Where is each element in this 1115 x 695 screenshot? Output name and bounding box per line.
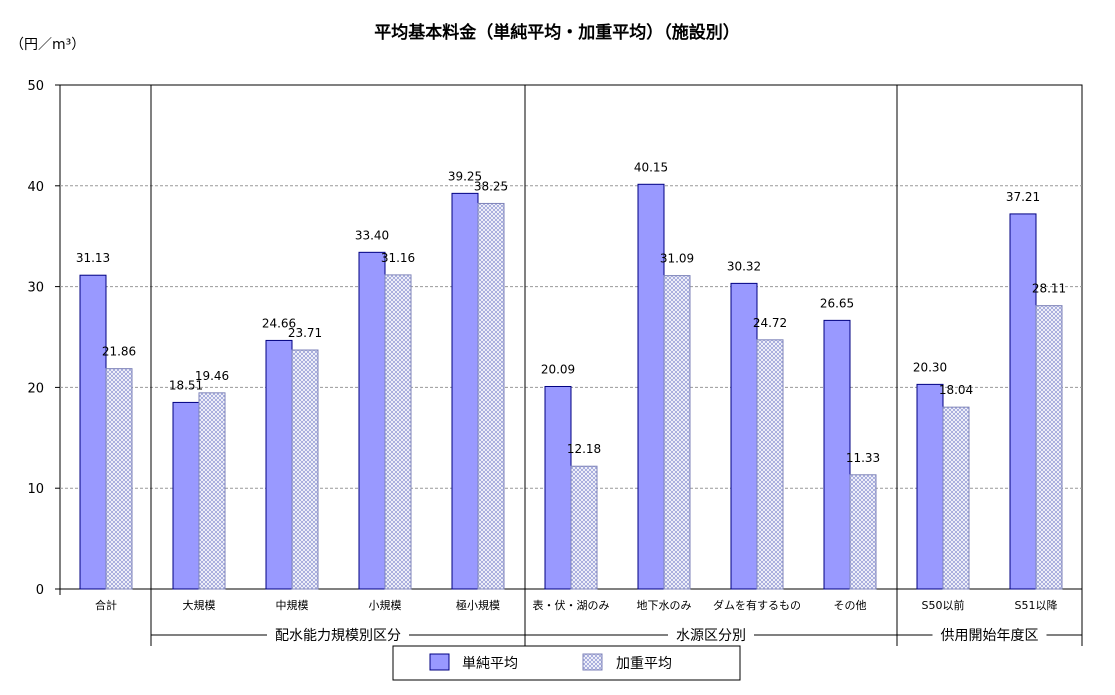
- bar-single-5: [451, 192, 479, 590]
- value-label-single-7: 40.15: [634, 160, 668, 174]
- value-label-weighted-9: 11.33: [846, 451, 880, 465]
- bar-single-6: [544, 385, 572, 590]
- x-category-label-2: 大規模: [183, 598, 216, 612]
- bar-weighted-2: [198, 392, 226, 590]
- bar-single-3: [265, 339, 293, 590]
- bar-single-4: [358, 251, 386, 590]
- bar-single-8: [730, 282, 758, 590]
- bar-weighted-8: [756, 339, 784, 590]
- group-label-3: 供用開始年度区: [941, 628, 1039, 644]
- bar-weighted-4: [384, 274, 412, 590]
- bar-single-2: [172, 401, 200, 590]
- value-label-single-10: 20.30: [913, 360, 947, 374]
- x-category-label-8: ダムを有するもの: [713, 598, 801, 612]
- legend-label-weighted: 加重平均: [616, 656, 672, 672]
- value-label-single-9: 26.65: [820, 296, 854, 310]
- group-label-1: 配水能力規模別区分: [275, 628, 401, 644]
- bar-weighted-6: [570, 465, 598, 590]
- value-label-weighted-1: 21.86: [102, 345, 136, 359]
- y-tick-label: 20: [27, 381, 44, 396]
- x-category-label-6: 表・伏・湖のみ: [533, 598, 610, 612]
- x-category-label-4: 小規模: [369, 598, 402, 612]
- x-category-label-10: S50以前: [922, 598, 965, 612]
- y-axis-unit: （円／m³）: [10, 37, 85, 53]
- legend: 単純平均 加重平均: [392, 645, 741, 681]
- legend-label-single: 単純平均: [462, 656, 518, 672]
- bar-single-10: [916, 383, 944, 590]
- x-category-label-1: 合計: [95, 598, 117, 612]
- x-category-label-9: その他: [834, 599, 867, 612]
- bar-weighted-7: [663, 275, 691, 590]
- bar-weighted-11: [1035, 305, 1063, 590]
- legend-box: [392, 645, 741, 681]
- bar-single-7: [637, 183, 665, 590]
- value-label-single-2: 18.51: [169, 378, 203, 392]
- value-label-weighted-6: 12.18: [567, 442, 601, 456]
- y-tick-label: 30: [27, 281, 44, 296]
- value-label-weighted-10: 18.04: [939, 383, 973, 397]
- x-category-label-11: S51以降: [1015, 598, 1058, 612]
- y-tick-label: 50: [27, 79, 44, 94]
- y-tick-label: 0: [36, 583, 44, 598]
- value-label-weighted-3: 23.71: [288, 326, 322, 340]
- value-label-single-4: 33.40: [355, 228, 389, 242]
- value-label-weighted-7: 31.09: [660, 252, 694, 266]
- value-label-single-6: 20.09: [541, 362, 575, 376]
- value-label-weighted-2: 19.46: [195, 369, 229, 383]
- value-label-single-1: 31.13: [76, 251, 110, 265]
- bar-weighted-5: [477, 202, 505, 590]
- value-label-weighted-11: 28.11: [1032, 282, 1066, 296]
- bar-weighted-1: [105, 368, 133, 590]
- bar-weighted-9: [849, 474, 877, 590]
- value-label-single-8: 30.32: [727, 259, 761, 273]
- legend-swatch-single: [429, 653, 450, 671]
- legend-swatch-weighted: [582, 653, 603, 671]
- bar-weighted-10: [942, 406, 970, 590]
- bar-single-11: [1009, 213, 1037, 590]
- value-label-weighted-4: 31.16: [381, 251, 415, 265]
- value-label-single-11: 37.21: [1006, 190, 1040, 204]
- value-label-weighted-8: 24.72: [753, 316, 787, 330]
- value-label-single-3: 24.66: [262, 316, 296, 330]
- group-label-2: 水源区分別: [676, 628, 746, 644]
- x-category-label-3: 中規模: [276, 598, 309, 612]
- value-label-single-5: 39.25: [448, 169, 482, 183]
- y-tick-label: 40: [27, 180, 44, 195]
- bar-single-9: [823, 319, 851, 590]
- x-category-label-5: 極小規模: [456, 598, 500, 612]
- bar-single-1: [79, 274, 107, 590]
- chart-title: 平均基本料金（単純平均・加重平均）（施設別）: [374, 22, 740, 43]
- bar-weighted-3: [291, 349, 319, 590]
- value-label-weighted-5: 38.25: [474, 179, 508, 193]
- x-category-label-7: 地下水のみ: [637, 599, 692, 612]
- y-tick-label: 10: [27, 482, 44, 497]
